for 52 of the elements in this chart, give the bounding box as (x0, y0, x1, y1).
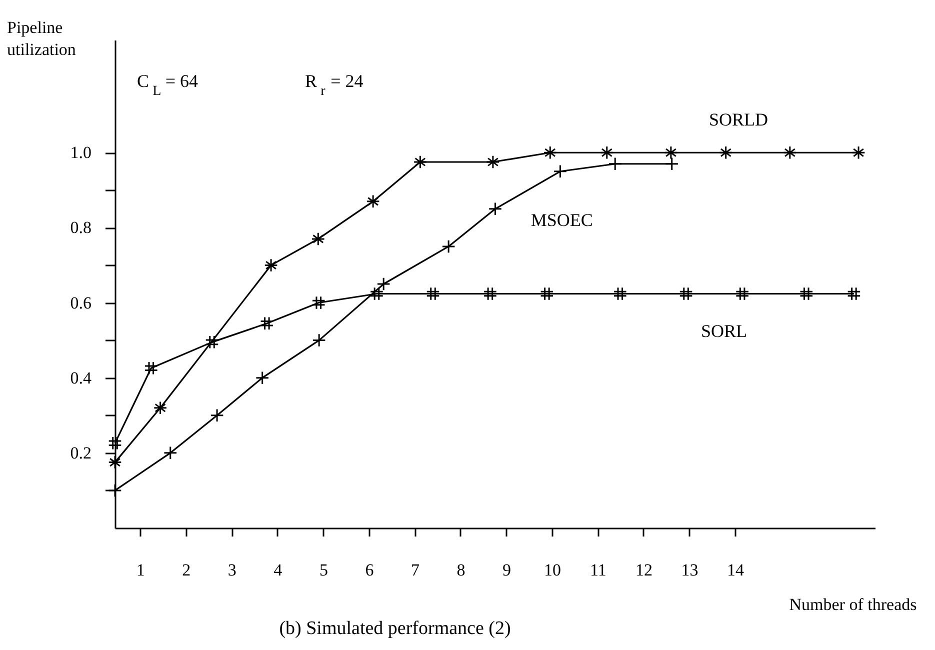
point (413, 155, 428, 169)
x-tick-label: 13 (681, 560, 698, 580)
point (260, 316, 274, 330)
x-tick-label: 1 (136, 560, 145, 580)
point (370, 286, 384, 301)
x-tick-label: 2 (182, 560, 191, 580)
y-tick-label: 1.0 (70, 143, 92, 162)
y-axis-title: Pipeline utilization (7, 18, 76, 59)
x-tick-label: 9 (502, 560, 511, 580)
point (366, 194, 380, 208)
y-tick-label: 0.8 (70, 218, 92, 238)
point (311, 232, 326, 246)
point (205, 335, 219, 350)
series-label: SORLD (709, 110, 768, 130)
point (144, 361, 158, 375)
point (613, 286, 628, 301)
point (108, 455, 122, 470)
x-tick-label: 14 (726, 560, 744, 580)
series-label: MSOEC (530, 210, 593, 230)
y-tick-label: 0.2 (70, 443, 92, 462)
point (664, 146, 678, 160)
x-axis-title: Number of threads (789, 595, 917, 614)
point (312, 296, 326, 310)
point (799, 286, 814, 301)
point (486, 155, 500, 169)
x-tick-label: 5 (319, 560, 328, 580)
point (483, 286, 498, 301)
text: (b) Simulated performance (2) (279, 618, 511, 639)
x-tick-label: 8 (456, 560, 466, 580)
point (735, 286, 750, 301)
x-tick-label: 12 (635, 560, 652, 580)
point (783, 146, 797, 160)
point (847, 286, 861, 301)
point (543, 146, 558, 160)
point (540, 286, 554, 301)
point (108, 436, 122, 450)
x-tick-label: 3 (228, 560, 236, 580)
point (600, 146, 614, 160)
point (679, 286, 693, 301)
point (718, 146, 733, 160)
x-tick-label: 11 (590, 560, 606, 580)
x-tick-label: 7 (410, 560, 420, 580)
point (153, 401, 168, 415)
x-tick-label: 4 (274, 560, 283, 580)
x-tick-label: 6 (365, 560, 374, 580)
x-tick-label: 10 (544, 560, 561, 580)
point (852, 146, 866, 160)
point (426, 286, 440, 301)
y-tick-label: 0.6 (70, 293, 92, 312)
point (264, 258, 278, 272)
y-tick-label: 0.4 (70, 368, 92, 388)
series-label: SORL (700, 320, 747, 341)
